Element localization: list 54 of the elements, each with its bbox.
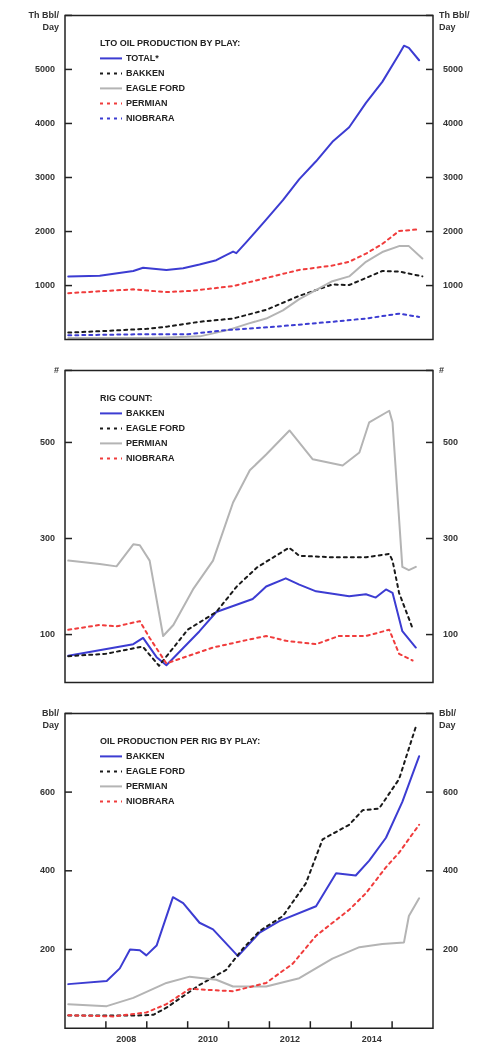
y2-tick-label: 5000 (443, 63, 464, 74)
legend-title: OIL PRODUCTION PER RIG BY PLAY: (100, 735, 261, 746)
y-tick-label: 100 (39, 629, 55, 640)
y2-tick-label: 100 (443, 629, 459, 640)
x-tick-label: 2012 (279, 1034, 300, 1045)
legend-label: TOTAL* (126, 52, 160, 63)
y2-tick-label: 200 (443, 943, 459, 954)
line-series (67, 725, 417, 1017)
y2-tick-label: 500 (443, 436, 459, 447)
y-tick-label: 2000 (34, 226, 55, 237)
y2-axis-title: # (439, 365, 445, 376)
legend-label: NIOBRARA (126, 112, 175, 123)
y-tick-label: 500 (39, 436, 55, 447)
y2-axis-title: Th Bbl/ Day (439, 10, 470, 33)
y2-tick-label: 600 (443, 786, 459, 797)
y-axis-title: # (53, 365, 59, 376)
legend-label: EAGLE FORD (126, 422, 186, 433)
legend-label: NIOBRARA (126, 452, 175, 463)
y-axis-title: Th Bbl/ Day (28, 10, 60, 33)
y-tick-label: 600 (39, 786, 55, 797)
y2-tick-label: 2000 (443, 226, 464, 237)
legend-label: NIOBRARA (126, 795, 175, 806)
legend-title: RIG COUNT: (100, 392, 153, 403)
legend-label: PERMIAN (126, 97, 168, 108)
y-tick-label: 1000 (34, 280, 55, 291)
y2-tick-label: 1000 (443, 280, 464, 291)
y-axis-title: Bbl/ Day (42, 708, 60, 731)
line-series (67, 312, 421, 337)
line-series (67, 269, 424, 334)
y2-tick-label: 4000 (443, 117, 464, 128)
line-series (67, 546, 414, 667)
x-tick-label: 2014 (361, 1034, 382, 1045)
legend-label: BAKKEN (126, 750, 165, 761)
legend-label: EAGLE FORD (126, 765, 186, 776)
y2-axis-title: Bbl/ Day (439, 708, 457, 731)
legend-label: PERMIAN (126, 437, 168, 448)
line-series (67, 620, 414, 665)
y-tick-label: 5000 (34, 63, 55, 74)
y-tick-label: 200 (39, 943, 55, 954)
legend-label: EAGLE FORD (126, 82, 186, 93)
y-tick-label: 3000 (34, 171, 55, 182)
legend-label: PERMIAN (126, 780, 168, 791)
legend-label: BAKKEN (126, 67, 165, 78)
y-tick-label: 300 (39, 532, 55, 543)
line-series (67, 823, 421, 1018)
x-tick-label: 2008 (116, 1034, 137, 1045)
legend-label: BAKKEN (126, 407, 165, 418)
x-tick-label: 2010 (198, 1034, 219, 1045)
y2-tick-label: 3000 (443, 171, 464, 182)
y-tick-label: 400 (39, 865, 55, 876)
y-tick-label: 4000 (34, 117, 55, 128)
y2-tick-label: 400 (443, 865, 459, 876)
legend-title: LTO OIL PRODUCTION BY PLAY: (100, 37, 241, 48)
y2-tick-label: 300 (443, 532, 459, 543)
